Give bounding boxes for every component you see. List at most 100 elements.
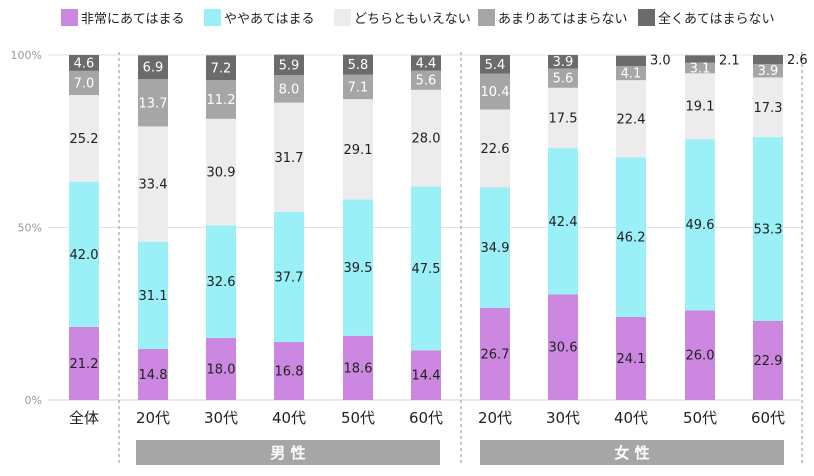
legend-label: 全くあてはまらない bbox=[658, 11, 774, 27]
group-label-bar bbox=[480, 440, 784, 465]
x-tick-label: 60代 bbox=[409, 409, 443, 427]
group-label-text: 女 性 bbox=[614, 444, 649, 462]
data-label: 22.9 bbox=[754, 354, 783, 369]
bar-segment bbox=[343, 74, 373, 100]
data-label: 10.4 bbox=[481, 85, 510, 100]
bar-segment bbox=[69, 326, 99, 400]
data-label: 22.4 bbox=[617, 112, 646, 127]
bar-stack: 14.4 47.5 28.0 5.6 4.4 bbox=[411, 55, 441, 400]
data-label: 16.8 bbox=[275, 365, 304, 380]
group-label: 女 性 bbox=[480, 440, 784, 465]
bar-segment bbox=[753, 63, 783, 78]
bar-segment bbox=[753, 137, 783, 321]
bar-segment bbox=[206, 337, 236, 400]
bar-segment bbox=[685, 73, 715, 140]
data-label: 3.9 bbox=[553, 55, 574, 70]
bar-segment bbox=[548, 68, 578, 88]
bar-segment bbox=[343, 199, 373, 336]
y-tick-label: 50% bbox=[18, 222, 42, 235]
data-label: 6.9 bbox=[143, 61, 164, 76]
legend-item: 非常にあてはまる bbox=[61, 9, 184, 27]
bar-segment bbox=[616, 316, 646, 400]
data-label: 26.7 bbox=[481, 347, 510, 362]
x-axis: 全体 20代 30代 40代 50代 60代 20代 30代 40代 50代 60代 bbox=[69, 409, 785, 427]
data-label: 5.8 bbox=[348, 58, 369, 73]
bar-stack: 18.6 39.5 29.1 7.1 5.8 bbox=[343, 54, 373, 400]
bar-segment bbox=[206, 118, 236, 226]
bar-segment bbox=[548, 55, 578, 69]
bar-segment bbox=[685, 55, 715, 63]
data-label: 25.2 bbox=[70, 132, 99, 147]
bar-stack: 21.2 42.0 25.2 7.0 4.6 bbox=[69, 55, 99, 400]
data-label: 24.1 bbox=[617, 352, 646, 367]
bar-stack: 14.8 31.1 33.4 13.7 6.9 bbox=[138, 55, 168, 400]
bar-segment bbox=[206, 55, 236, 81]
x-tick-label: 20代 bbox=[136, 409, 170, 427]
bar-segment bbox=[138, 79, 168, 127]
bar-segment bbox=[411, 55, 441, 71]
group-labels: 男 性女 性 bbox=[136, 440, 784, 465]
data-label: 4.1 bbox=[621, 67, 642, 82]
legend-swatch bbox=[478, 9, 495, 26]
legend-label: あまりあてはまらない bbox=[498, 12, 627, 27]
data-label: 4.6 bbox=[74, 56, 95, 71]
data-label: 42.0 bbox=[70, 248, 99, 263]
data-label: 7.0 bbox=[74, 76, 95, 91]
group-label-text: 男 性 bbox=[270, 444, 305, 462]
data-label: 3.1 bbox=[690, 61, 711, 76]
legend-swatch bbox=[334, 9, 351, 26]
data-label: 2.1 bbox=[719, 53, 740, 68]
bar-segment bbox=[480, 73, 510, 110]
data-label: 5.6 bbox=[553, 72, 574, 87]
data-label: 29.1 bbox=[344, 143, 373, 158]
data-label: 17.5 bbox=[549, 111, 578, 126]
bar-segment bbox=[69, 55, 99, 71]
bar-segment bbox=[753, 55, 783, 64]
y-tick-label: 0% bbox=[25, 394, 42, 407]
legend-swatch bbox=[61, 9, 78, 26]
bar-segment bbox=[480, 109, 510, 188]
bar-segment bbox=[274, 211, 304, 343]
bars: 21.2 42.0 25.2 7.0 4.6 14.8 31.1 33.4 13.7 6.9 18.… bbox=[69, 53, 808, 400]
x-tick-label: 40代 bbox=[614, 409, 648, 427]
x-tick-label: 50代 bbox=[683, 409, 717, 427]
data-label: 14.8 bbox=[139, 368, 168, 383]
legend-item: 全くあてはまらない bbox=[638, 9, 774, 27]
data-label: 47.5 bbox=[412, 262, 441, 277]
bar-segment bbox=[343, 335, 373, 400]
data-label: 19.1 bbox=[686, 100, 715, 115]
x-tick-label: 50代 bbox=[341, 409, 375, 427]
data-label: 32.6 bbox=[207, 275, 236, 290]
data-label: 26.0 bbox=[686, 349, 715, 364]
bar-segment bbox=[548, 148, 578, 295]
legend-label: ややあてはまる bbox=[224, 12, 314, 27]
data-label: 30.9 bbox=[207, 166, 236, 181]
data-label: 42.4 bbox=[549, 215, 578, 230]
data-label: 14.4 bbox=[412, 369, 441, 384]
bar-segment bbox=[138, 126, 168, 242]
data-label: 33.4 bbox=[139, 178, 168, 193]
bar-segment bbox=[753, 77, 783, 138]
bar-segment bbox=[616, 157, 646, 317]
y-axis: 0% 50% 100% bbox=[11, 49, 42, 407]
x-tick-label: 全体 bbox=[69, 409, 99, 427]
data-label: 5.9 bbox=[279, 58, 300, 73]
data-label: 18.0 bbox=[207, 362, 236, 377]
data-label: 28.0 bbox=[412, 132, 441, 147]
legend-swatch bbox=[204, 9, 221, 26]
bar-segment bbox=[480, 187, 510, 308]
bar-segment bbox=[548, 87, 578, 149]
bar-segment bbox=[411, 186, 441, 351]
data-label: 11.2 bbox=[207, 93, 236, 108]
legend-swatch bbox=[638, 9, 655, 26]
bar-segment bbox=[480, 55, 510, 74]
bar-segment bbox=[685, 139, 715, 311]
bar-segment bbox=[69, 95, 99, 182]
bar-segment bbox=[274, 102, 304, 212]
data-label: 22.6 bbox=[481, 142, 510, 157]
bar-segment bbox=[69, 181, 99, 327]
legend-item: どちらともいえない bbox=[334, 9, 471, 27]
bar-segment bbox=[548, 294, 578, 400]
bar-segment bbox=[685, 62, 715, 74]
data-label: 7.1 bbox=[348, 80, 369, 95]
